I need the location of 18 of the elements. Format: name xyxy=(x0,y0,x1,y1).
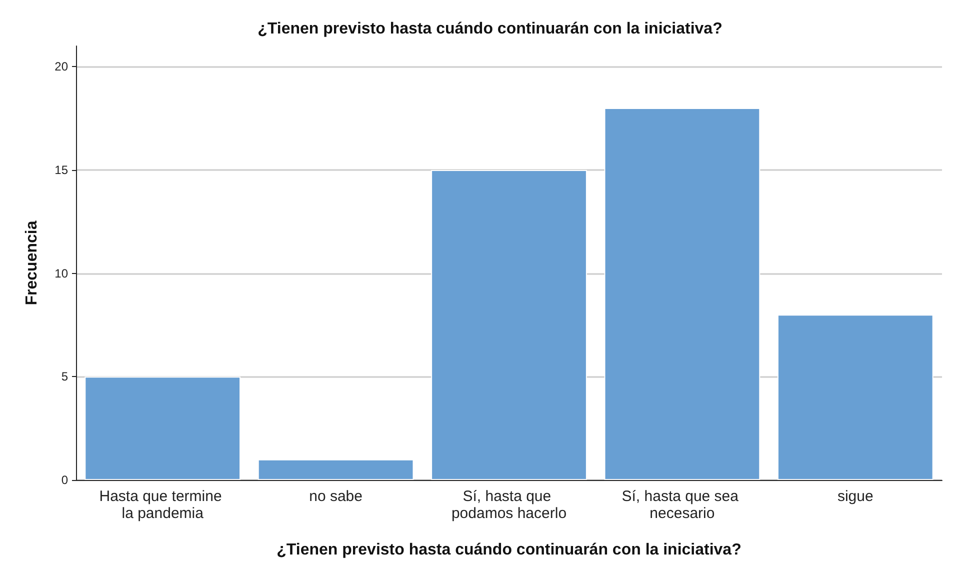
chart-title: ¿Tienen previsto hasta cuándo continuarán con la iniciativa? xyxy=(258,20,722,38)
bar xyxy=(777,314,934,480)
bar xyxy=(258,459,414,480)
y-tick-label: 5 xyxy=(61,370,68,384)
x-tick-label: Sí, hasta que sea necesario xyxy=(622,488,743,522)
x-tick-label: sigue xyxy=(837,488,874,505)
y-tick-label: 10 xyxy=(54,266,68,280)
y-tick-label: 0 xyxy=(61,473,68,487)
bar xyxy=(431,170,587,480)
x-tick-label: Sí, hasta que podamos hacerlo xyxy=(451,488,567,522)
x-tick-label: no sabe xyxy=(309,488,362,505)
bar xyxy=(84,376,241,480)
y-tick-label: 20 xyxy=(54,60,68,74)
y-axis-title: Frecuencia xyxy=(24,220,40,306)
y-tick-label: 15 xyxy=(54,163,68,177)
bar xyxy=(604,108,760,480)
x-tick-label: Hasta que termine la pandemia xyxy=(99,488,226,522)
x-axis-title: ¿Tienen previsto hasta cuándo continuarán con la iniciativa? xyxy=(276,542,742,558)
